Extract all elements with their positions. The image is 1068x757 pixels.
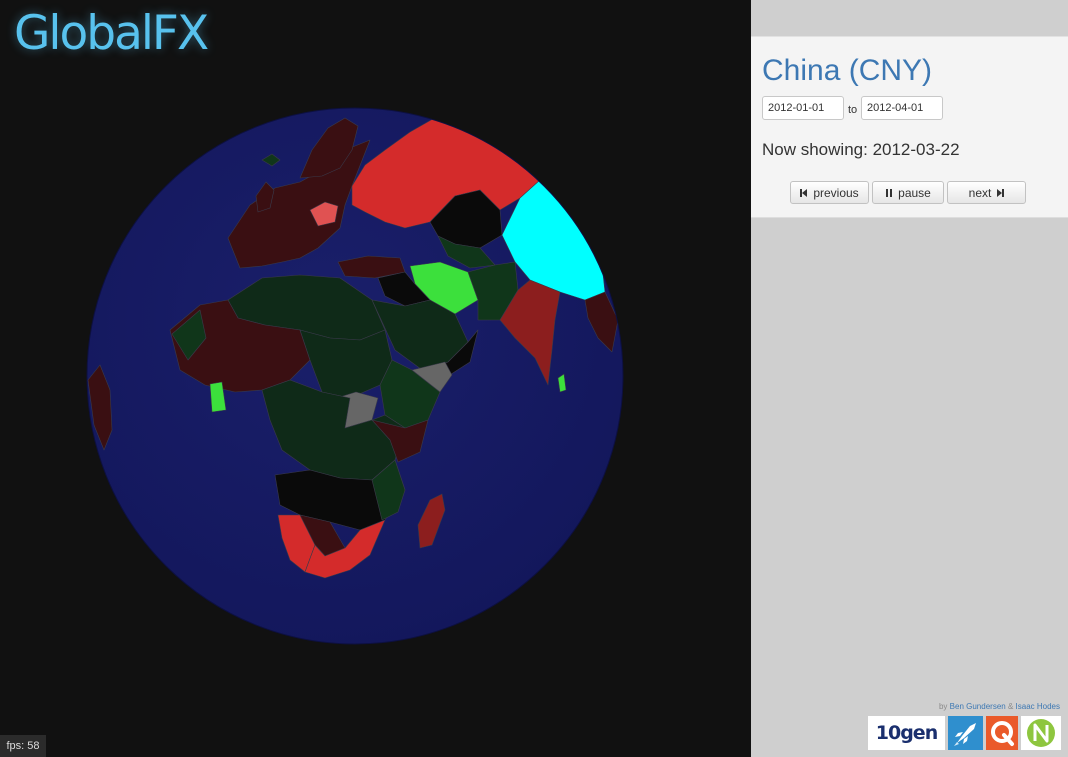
currency-panel: China (CNY) to Now showing: 2012-03-22 p… [751,36,1068,218]
country-scandinavia[interactable] [299,117,359,179]
next-button[interactable]: next [947,181,1026,204]
previous-button[interactable]: previous [790,181,869,204]
fps-label: fps: [6,740,25,752]
to-label: to [848,104,858,116]
next-label: next [968,185,992,200]
country-south-africa[interactable] [304,519,386,579]
country-mauritania[interactable] [171,309,207,361]
country-india[interactable] [499,279,561,386]
country-uk[interactable] [255,181,275,213]
globe-map[interactable] [0,0,751,757]
country-east-africa[interactable] [371,419,429,463]
country-sri-lanka[interactable] [557,373,567,393]
globe-rim [86,107,624,645]
fps-value: 58 [27,740,40,752]
now-showing-date: 2012-03-22 [872,140,960,159]
credits-by: by [938,702,948,711]
tengen-logo[interactable]: 10gen [868,716,945,750]
pause-label: pause [898,185,931,200]
country-ghana[interactable] [209,381,227,413]
previous-label: previous [813,185,859,200]
credits: by Ben Gundersen & Isaac Hodes [939,702,1060,711]
globe-viewport[interactable]: GlobalFX fps: 58 [0,0,751,757]
currency-title: China (CNY) [762,54,933,87]
author-link-2[interactable]: Isaac Hodes [1015,702,1060,711]
n-logo-icon[interactable] [1021,716,1061,750]
start-date-input[interactable] [762,96,844,120]
skip-forward-icon [996,188,1005,197]
country-se-asia[interactable] [584,291,619,353]
country-iceland [261,153,281,167]
rocket-logo-icon[interactable] [948,716,983,750]
now-showing-label: Now showing: [762,140,868,159]
country-europe[interactable] [227,139,371,269]
pause-button[interactable]: pause [872,181,944,204]
country-mozambique[interactable] [371,459,406,521]
q-logo-icon[interactable] [986,716,1018,750]
app-title: GlobalFX [14,6,209,61]
tengen-logo-text: 10gen [875,722,938,744]
author-link-1[interactable]: Ben Gundersen [949,702,1006,711]
country-poland[interactable] [309,201,339,227]
now-showing: Now showing: 2012-03-22 [762,140,960,160]
country-somalia[interactable] [411,361,453,393]
pause-icon [885,188,893,197]
sidebar: China (CNY) to Now showing: 2012-03-22 p… [751,0,1068,757]
fps-counter: fps: 58 [0,735,46,757]
country-madagascar[interactable] [417,493,446,549]
skip-back-icon [800,188,808,197]
credits-amp: & [1007,702,1014,711]
end-date-input[interactable] [861,96,943,120]
country-south-america-edge[interactable] [87,364,113,451]
